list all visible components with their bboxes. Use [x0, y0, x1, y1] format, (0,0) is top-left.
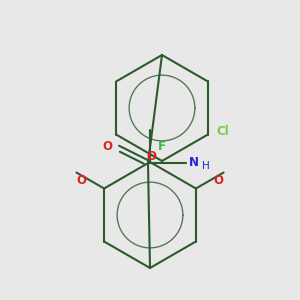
Text: O: O	[102, 140, 112, 152]
Text: N: N	[189, 157, 199, 169]
Text: O: O	[146, 150, 156, 163]
Text: H: H	[202, 161, 210, 171]
Text: F: F	[158, 140, 166, 153]
Text: O: O	[76, 174, 86, 187]
Text: Cl: Cl	[216, 125, 229, 138]
Text: O: O	[214, 174, 224, 187]
